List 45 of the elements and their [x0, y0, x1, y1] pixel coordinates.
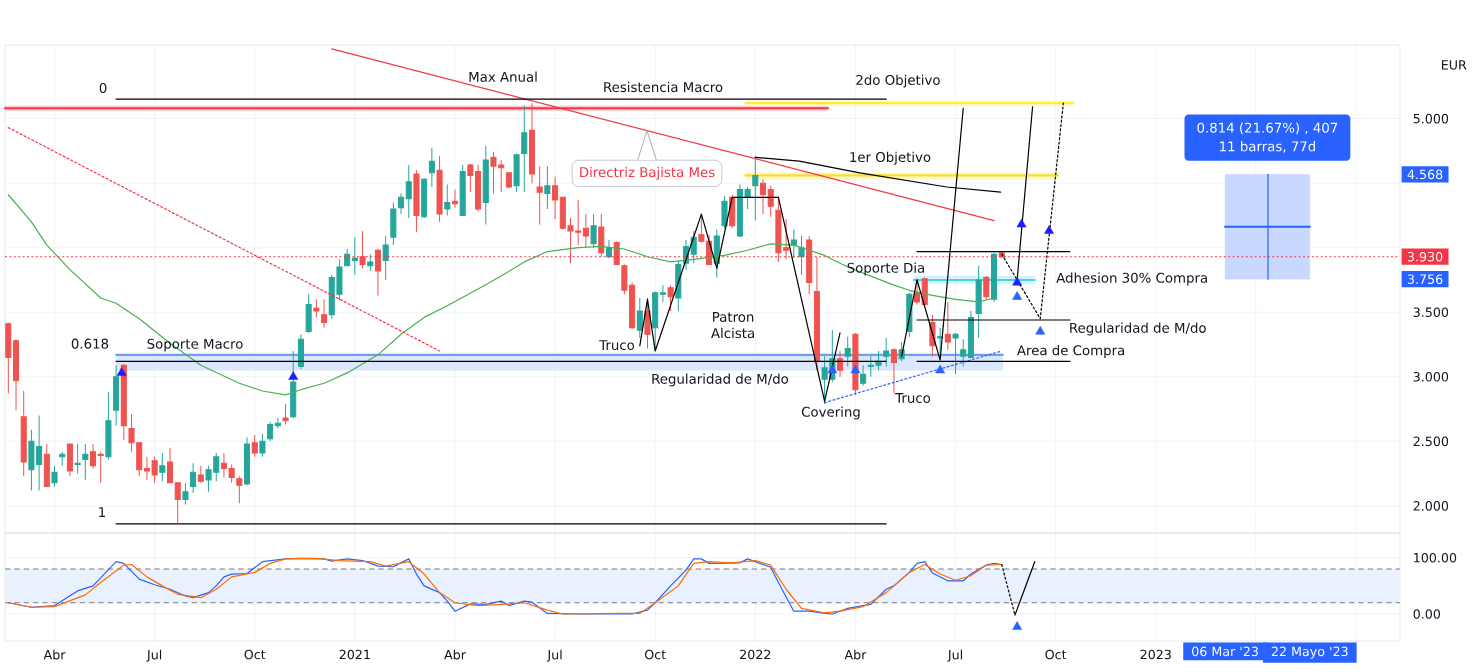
x-tick-label: Jul: [546, 649, 562, 662]
text: 3.756: [1407, 274, 1443, 284]
annotation: Area de Compra: [1016, 345, 1125, 358]
y-tick-label: 0.00: [1413, 609, 1441, 619]
text: 22 Mayo '23: [1271, 646, 1348, 659]
annotation: Regularidad de M/do: [1070, 322, 1206, 336]
y-tick-label: 3.000: [1413, 371, 1449, 382]
annotation: Resistencia Macro: [604, 81, 723, 93]
x-tick-label: Abr: [444, 649, 466, 660]
y-tick-label: 2.000: [1413, 501, 1449, 511]
annotation: 0: [99, 82, 107, 93]
annotation: 0.618: [71, 338, 109, 349]
x-tick-label: 2022: [740, 649, 771, 660]
annotation: 11 barras, 77d: [1220, 141, 1315, 153]
annotation: 1er Objetivo: [850, 151, 931, 165]
annotation: 1: [99, 507, 105, 517]
x-tick-label: Oct: [244, 649, 266, 660]
text: 06 Mar '23: [1192, 646, 1258, 657]
annotation: Truco: [895, 393, 931, 403]
ref-line-label: 3.930: [1407, 251, 1443, 262]
y-tick-label: 3.500: [1413, 307, 1449, 318]
annotation: Alcista: [711, 327, 754, 339]
y-axis-title: EUR: [1441, 60, 1467, 70]
y-tick-label: 2.500: [1413, 436, 1449, 447]
x-tick-label: Oct: [644, 649, 666, 660]
x-tick-label: 2021: [339, 649, 370, 660]
x-tick-label: Oct: [1045, 649, 1067, 660]
annotation: Patron: [713, 312, 754, 322]
annotation: Truco: [599, 340, 635, 351]
y-tick-label: 5.000: [1413, 113, 1449, 124]
x-tick-label: 2023: [1140, 649, 1171, 660]
annotation: Soporte Dia: [847, 262, 924, 276]
x-tick-label: Jul: [146, 649, 162, 662]
series-label: Directriz Bajista Mes: [580, 166, 715, 180]
x-tick-label: Abr: [43, 649, 66, 660]
x-tick-label: Abr: [844, 649, 867, 660]
annotation: Covering: [801, 406, 860, 420]
annotation: 2do Objetivo: [856, 74, 940, 88]
text: 4.568: [1407, 169, 1443, 180]
x-tick-label: Jul: [947, 649, 962, 662]
annotation: 0.814 (21.67%) , 407: [1197, 122, 1338, 135]
annotation: Adhesion 30% Compra: [1056, 272, 1207, 286]
annotation: Regularidad de M/do: [652, 373, 789, 387]
annotation: Max Anual: [469, 71, 537, 82]
y-tick-label: 100.00: [1414, 552, 1457, 563]
